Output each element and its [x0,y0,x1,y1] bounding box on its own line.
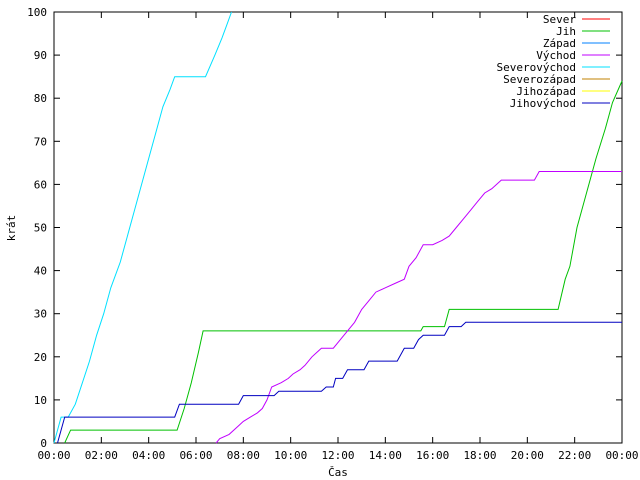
y-tick-label: 30 [34,308,47,321]
x-tick-label: 04:00 [132,449,165,462]
legend-label: Východ [536,49,576,62]
legend-label: Jihovýchod [510,97,576,110]
x-axis-label: Čas [328,466,348,479]
series-lines [53,11,623,444]
y-tick-label: 80 [34,92,47,105]
x-tick-label: 00:00 [605,449,638,462]
x-tick-label: 12:00 [321,449,354,462]
y-tick-label: 0 [40,437,47,450]
axis-ticks: 0 10 20 30 40 50 60 70 80 90 100 00:00 02:00 04:00 06:… [27,6,638,462]
y-tick-label: 40 [34,265,47,278]
legend-label: Jihozápad [516,85,576,98]
series-line-1 [64,80,623,444]
series-line-7 [57,321,622,444]
legend: SeverJihZápadVýchodSeverovýchodSeverozáp… [497,13,610,110]
y-tick-label: 50 [34,222,47,235]
x-tick-label: 20:00 [511,449,544,462]
y-tick-label: 20 [34,351,47,364]
y-tick-label: 60 [34,178,47,191]
x-tick-label: 18:00 [463,449,496,462]
legend-label: Jih [556,25,576,38]
series-line-3 [215,171,622,444]
legend-label: Severovýchod [497,61,576,74]
y-tick-label: 70 [34,135,47,148]
legend-label: Severozápad [503,73,576,86]
x-tick-label: 00:00 [37,449,70,462]
legend-label: Sever [543,13,576,26]
y-tick-label: 100 [27,6,47,19]
x-tick-label: 02:00 [85,449,118,462]
x-tick-label: 22:00 [558,449,591,462]
x-tick-label: 08:00 [227,449,260,462]
x-tick-label: 16:00 [416,449,449,462]
y-axis-label: krát [5,215,18,242]
y-tick-label: 10 [34,394,47,407]
y-tick-label: 90 [34,49,47,62]
x-tick-label: 14:00 [369,449,402,462]
x-tick-label: 10:00 [274,449,307,462]
series-line-4 [53,11,232,444]
x-tick-label: 06:00 [179,449,212,462]
legend-label: Západ [543,37,576,50]
